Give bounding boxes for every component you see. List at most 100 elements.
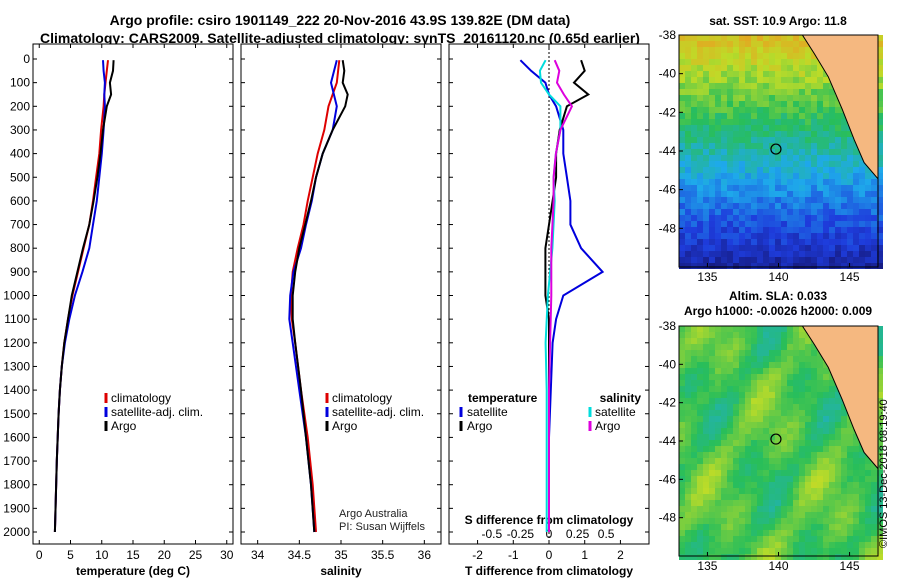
map-cell (745, 536, 751, 542)
map-cell (877, 380, 883, 386)
map-cell (697, 227, 703, 233)
map-cell (775, 482, 781, 488)
map-cell (829, 131, 835, 137)
map-cell (811, 239, 817, 245)
map-cell (721, 494, 727, 500)
map-cell (733, 524, 739, 530)
map-cell (763, 416, 769, 422)
map-cell (835, 221, 841, 227)
map-cell (745, 434, 751, 440)
map-cell (679, 356, 685, 362)
map-cell (799, 446, 805, 452)
map-cell (775, 137, 781, 143)
map-cell (697, 215, 703, 221)
map-cell (739, 113, 745, 119)
map-cell (715, 356, 721, 362)
map-cell (745, 524, 751, 530)
map-cell (811, 77, 817, 83)
map-cell (709, 518, 715, 524)
map-cell (703, 179, 709, 185)
map-cell (823, 428, 829, 434)
map-cell (697, 416, 703, 422)
map-cell (781, 464, 787, 470)
map-cell (745, 542, 751, 548)
map-cell (853, 446, 859, 452)
map-cell (679, 446, 685, 452)
depth-tick-label: 1500 (3, 407, 30, 421)
x-tick-label: 30 (220, 548, 234, 562)
map-cell (793, 113, 799, 119)
map-cell (817, 386, 823, 392)
map-cell (745, 77, 751, 83)
map-cell (859, 233, 865, 239)
map-cell (781, 107, 787, 113)
map-cell (841, 554, 847, 560)
map-cell (793, 428, 799, 434)
map-cell (811, 245, 817, 251)
map-cell (685, 149, 691, 155)
map-cell (757, 131, 763, 137)
map-cell (697, 41, 703, 47)
map-cell (757, 185, 763, 191)
depth-tick-label: 1100 (4, 312, 30, 326)
map-cell (829, 191, 835, 197)
map-cell (763, 41, 769, 47)
map-cell (829, 440, 835, 446)
map-cell (709, 53, 715, 59)
map-cell (829, 89, 835, 95)
map-cell (697, 119, 703, 125)
map-cell (805, 470, 811, 476)
map-cell (739, 125, 745, 131)
map-cell (823, 374, 829, 380)
map-cell (709, 416, 715, 422)
map-cell (709, 47, 715, 53)
map-cell (823, 77, 829, 83)
map-cell (877, 155, 883, 161)
map-cell (697, 386, 703, 392)
map-cell (793, 41, 799, 47)
map-cell (799, 392, 805, 398)
map-cell (721, 506, 727, 512)
map-cell (787, 143, 793, 149)
map-cell (799, 350, 805, 356)
map-cell (775, 350, 781, 356)
map-cell (835, 107, 841, 113)
map-cell (817, 101, 823, 107)
map-cell (763, 215, 769, 221)
map-cell (775, 338, 781, 344)
map-cell (871, 464, 877, 470)
map-cell (841, 542, 847, 548)
map-cell (787, 251, 793, 257)
map-cell (781, 53, 787, 59)
map-cell (811, 185, 817, 191)
map-cell (733, 149, 739, 155)
map-cell (709, 209, 715, 215)
map-cell (799, 251, 805, 257)
map-cell (787, 107, 793, 113)
map-cell (739, 35, 745, 41)
map-cell (745, 137, 751, 143)
map-cell (865, 530, 871, 536)
map-cell (685, 476, 691, 482)
map-cell (727, 227, 733, 233)
map-cell (739, 155, 745, 161)
map-cell (751, 65, 757, 71)
map-cell (679, 350, 685, 356)
map-cell (787, 518, 793, 524)
map-cell (757, 95, 763, 101)
map-cell (871, 548, 877, 554)
map-cell (715, 221, 721, 227)
map-cell (709, 410, 715, 416)
map-cell (847, 500, 853, 506)
map-cell (847, 440, 853, 446)
map-cell (679, 35, 685, 41)
map-cell (769, 452, 775, 458)
map-cell (793, 149, 799, 155)
map-cell (733, 326, 739, 332)
map-cell (727, 173, 733, 179)
map-cell (877, 488, 883, 494)
map-cell (847, 143, 853, 149)
map-cell (817, 107, 823, 113)
map-cell (781, 476, 787, 482)
map-cell (799, 512, 805, 518)
